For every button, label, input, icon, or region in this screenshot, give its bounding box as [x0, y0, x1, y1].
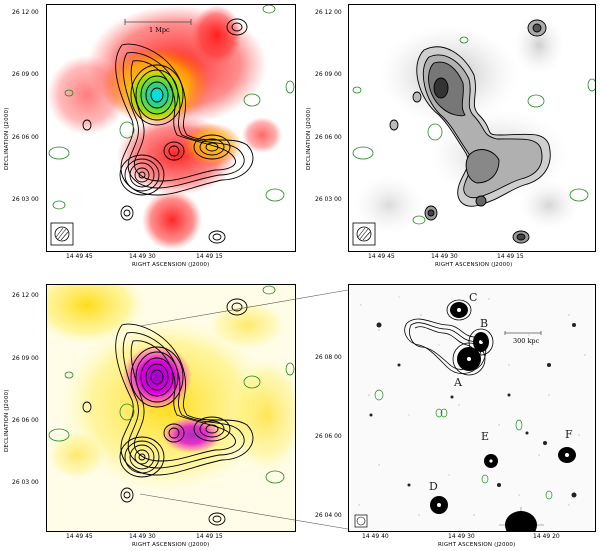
- radio-xray-overlay: [47, 5, 295, 250]
- source-label-d: D: [429, 480, 438, 493]
- ra-tick: 14 49 15: [196, 533, 223, 540]
- dec-tick: 26 12 00: [12, 9, 39, 16]
- source-label-e: E: [481, 430, 490, 443]
- dec-tick: 26 09 00: [315, 71, 342, 78]
- dec-tick: 26 03 00: [12, 196, 39, 203]
- source-label-f: F: [565, 428, 573, 441]
- dec-tick: 26 12 00: [12, 292, 39, 299]
- dec-tick: 26 09 00: [12, 71, 39, 78]
- dec-tick: 26 06 00: [315, 134, 342, 141]
- dec-tick: 26 04 00: [315, 512, 342, 519]
- ra-tick: 14 49 45: [66, 533, 93, 540]
- ra-axis-label: RIGHT ASCENSION (J2000): [438, 542, 516, 548]
- ra-tick: 14 49 30: [431, 253, 458, 260]
- panel-bottom-right: 300 kpc A B C D E F 26 08 00 26 06 00 26…: [300, 276, 600, 551]
- dec-tick: 26 09 00: [12, 355, 39, 362]
- scale-bar-label: 300 kpc: [513, 337, 540, 345]
- ra-tick: 14 49 30: [448, 533, 475, 540]
- dec-tick: 26 06 00: [12, 134, 39, 141]
- source-label-b: B: [480, 317, 489, 330]
- scale-bar-label: 1 Mpc: [149, 26, 170, 34]
- ra-tick: 14 49 40: [362, 533, 389, 540]
- image-frame: [348, 4, 596, 252]
- dec-tick: 26 03 00: [315, 196, 342, 203]
- optical-image: [349, 285, 595, 531]
- ra-tick: 14 49 20: [533, 533, 560, 540]
- dec-tick: 26 06 00: [315, 433, 342, 440]
- ra-tick: 14 49 30: [129, 253, 156, 260]
- ra-tick: 14 49 45: [66, 253, 93, 260]
- dec-tick: 26 06 00: [12, 417, 39, 424]
- ra-axis-label: RIGHT ASCENSION (J2000): [435, 262, 513, 268]
- dec-tick: 26 03 00: [12, 479, 39, 486]
- panel-top-left: 1 Mpc 26 12 00 26 09 00 26 06 00 26 03 0…: [0, 0, 300, 275]
- panel-bottom-left: 26 12 00 26 09 00 26 06 00 26 03 00 DECL…: [0, 276, 300, 551]
- image-frame: 300 kpc A B C D E F: [348, 284, 596, 532]
- ra-tick: 14 49 15: [196, 253, 223, 260]
- grayscale-xray-map: [352, 15, 595, 246]
- ra-axis-label: RIGHT ASCENSION (J2000): [132, 262, 210, 268]
- sz-radio-overlay: [47, 285, 295, 531]
- image-frame: 1 Mpc: [46, 4, 296, 252]
- dec-tick: 26 08 00: [315, 354, 342, 361]
- dec-tick: 26 12 00: [315, 9, 342, 16]
- ra-tick: 14 49 45: [368, 253, 395, 260]
- ra-tick: 14 49 15: [497, 253, 524, 260]
- source-label-c: C: [469, 291, 478, 304]
- ra-axis-label: RIGHT ASCENSION (J2000): [132, 542, 210, 548]
- image-frame: [46, 284, 296, 532]
- panel-top-right: 26 12 00 26 09 00 26 06 00 26 03 00 DECL…: [300, 0, 600, 275]
- ra-tick: 14 49 30: [129, 533, 156, 540]
- source-label-a: A: [454, 376, 462, 389]
